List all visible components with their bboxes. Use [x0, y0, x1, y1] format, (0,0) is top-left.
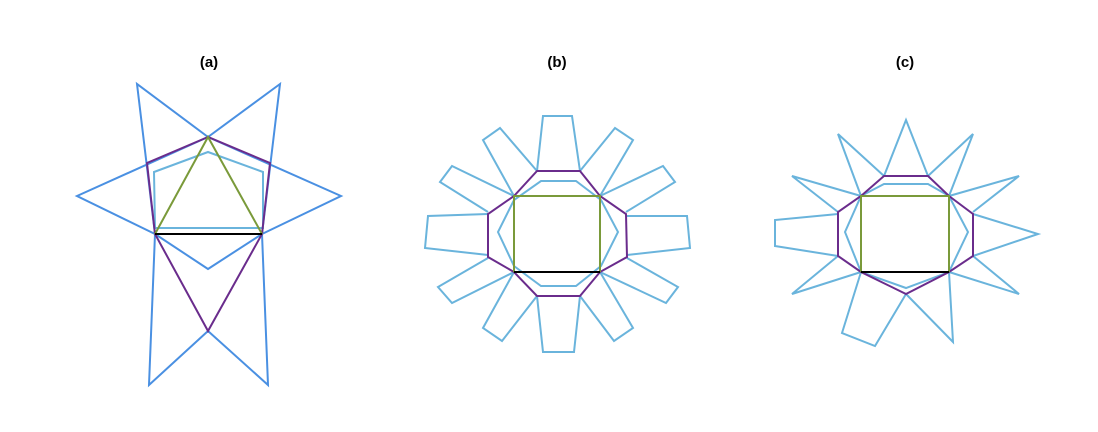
panel-a: (a): [74, 54, 344, 388]
panel-c-purple-outline: [837, 175, 974, 296]
panel-b-purple-outline: [487, 170, 629, 297]
panel-a-spike-upper-left: [135, 81, 209, 235]
panel-a-purple-outline: [145, 135, 272, 334]
panel-a-spike-upper-right: [207, 81, 282, 235]
panel-c-spike-top-left: [837, 133, 885, 197]
panel-b: (b): [423, 54, 692, 353]
panel-c-spike-left-lower: [791, 255, 862, 295]
panel-b-petal-bottom-left: [481, 271, 538, 343]
panel-a-label: (a): [200, 54, 218, 71]
panel-b-petal-right-lower: [599, 257, 680, 305]
panel-c-green-square: [860, 195, 950, 272]
panel-c-spike-right-lower: [948, 255, 1020, 295]
panel-c-spike-right: [972, 213, 1042, 257]
panel-b-petal-left-upper: [438, 164, 515, 213]
panel-c-spike-bottom: [840, 271, 907, 348]
panel-b-petal-top: [536, 115, 581, 172]
panel-b-label: (b): [547, 54, 566, 71]
panel-c-spike-top-right: [927, 133, 974, 197]
panel-c-spike-left-upper: [791, 175, 862, 213]
panel-b-petal-right-upper: [599, 164, 677, 213]
panel-c-spike-top: [883, 117, 929, 177]
panel-c-inner-polygon: [843, 183, 970, 290]
panel-b-petal-top-right: [579, 126, 635, 197]
panel-a-spike-lower-right: [207, 233, 270, 388]
panel-b-petal-top-left: [481, 126, 538, 197]
panel-b-inner-octagon: [496, 180, 620, 287]
panel-a-spike-left: [74, 136, 209, 235]
panel-c-spike-right-upper: [948, 175, 1020, 213]
panel-a-inner-hexagon: [152, 150, 264, 229]
panel-b-petal-bottom: [536, 295, 581, 353]
panel-c: (c): [774, 54, 1042, 348]
panel-c-spike-bottom-right: [905, 271, 955, 345]
panel-a-spike-right: [207, 136, 344, 235]
panel-b-petal-bottom-right: [579, 271, 635, 343]
panel-b-petal-left: [423, 213, 489, 256]
panel-a-inner-v: [154, 233, 263, 271]
panel-c-label: (c): [896, 54, 914, 71]
panel-a-green-triangle: [154, 134, 263, 235]
panel-c-spike-left: [774, 213, 839, 257]
panel-a-spike-lower-left: [147, 233, 209, 388]
panel-b-petal-right: [626, 215, 692, 256]
panel-b-petal-left-lower: [436, 257, 515, 305]
panel-b-green-square: [513, 195, 601, 272]
